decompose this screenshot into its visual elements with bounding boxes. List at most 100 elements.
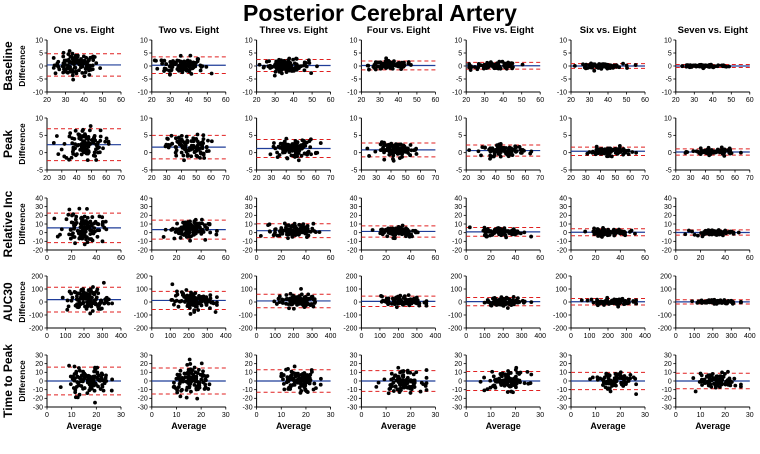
data-point	[406, 61, 411, 66]
x-tick-label: 0	[674, 333, 678, 340]
data-point	[319, 376, 323, 381]
data-point	[723, 382, 728, 387]
data-point	[204, 64, 209, 69]
y-tick-label: 10	[559, 221, 567, 228]
y-tick-label: 30	[350, 352, 358, 359]
data-point	[409, 148, 414, 153]
data-point	[65, 298, 70, 303]
data-point	[720, 375, 725, 379]
x-tick-label: 40	[80, 97, 88, 104]
data-point	[634, 392, 639, 396]
y-tick-label: 0	[353, 150, 357, 157]
data-point	[87, 382, 92, 387]
y-tick-label: -10	[662, 239, 672, 246]
data-point	[208, 230, 213, 235]
x-tick-label: 300	[306, 333, 318, 340]
y-tick-label: 5	[563, 50, 567, 57]
data-point	[284, 297, 289, 302]
data-point	[394, 62, 398, 67]
data-point	[511, 295, 516, 299]
data-point	[303, 295, 308, 299]
data-point	[97, 373, 101, 378]
x-tick-label: 100	[164, 333, 176, 340]
data-point	[592, 68, 597, 73]
x-tick-label: 10	[68, 412, 76, 419]
data-point	[82, 74, 87, 79]
x-tick-label: 60	[641, 255, 649, 262]
data-point	[204, 302, 209, 307]
data-point	[373, 149, 378, 154]
x-tick-label: 10	[487, 412, 495, 419]
data-point	[317, 230, 322, 235]
data-point	[88, 141, 93, 146]
data-point	[95, 221, 100, 226]
data-point	[423, 384, 428, 388]
data-point	[403, 301, 408, 306]
x-tick-label: 20	[358, 97, 366, 104]
data-point	[100, 384, 105, 389]
data-point	[166, 145, 171, 150]
x-tick-label: 50	[402, 175, 410, 182]
y-tick-label: -100	[553, 312, 567, 319]
data-point	[214, 232, 219, 237]
data-point	[299, 382, 303, 387]
data-point	[291, 144, 296, 148]
data-point	[303, 225, 308, 230]
panel: -5 0 5 10 20 30 40 50 60 70	[35, 115, 125, 182]
data-point	[732, 376, 737, 381]
data-point	[96, 150, 100, 155]
x-tick-label: 60	[327, 97, 335, 104]
data-point	[689, 65, 694, 69]
data-point	[600, 151, 605, 155]
data-point	[475, 67, 480, 72]
data-point	[185, 370, 190, 375]
y-tick-label: -100	[239, 312, 253, 319]
data-point	[620, 148, 624, 153]
data-point	[529, 372, 534, 377]
data-point	[302, 151, 307, 156]
data-point	[199, 377, 204, 382]
data-point	[77, 206, 82, 211]
data-point	[87, 237, 92, 241]
y-tick-label: 30	[454, 204, 462, 211]
data-point	[103, 139, 108, 144]
y-tick-label: 0	[144, 299, 148, 306]
data-point	[55, 234, 60, 239]
data-point	[505, 306, 510, 310]
data-point	[193, 225, 198, 230]
data-point	[626, 297, 631, 302]
data-point	[378, 142, 383, 147]
data-point	[378, 66, 383, 71]
data-point	[68, 227, 73, 232]
data-point	[467, 225, 472, 230]
y-tick-label: 10	[140, 370, 148, 377]
data-point	[374, 385, 379, 389]
y-tick-label: 20	[245, 213, 253, 220]
data-point	[604, 371, 609, 376]
x-tick-label: 0	[255, 255, 259, 262]
y-tick-label: 40	[559, 195, 567, 202]
y-tick-label: -10	[33, 89, 43, 96]
data-point	[84, 219, 88, 223]
data-point	[727, 64, 731, 69]
data-point	[402, 294, 407, 299]
y-tick-label: 10	[350, 221, 358, 228]
data-point	[206, 149, 211, 153]
x-tick-label: 50	[413, 97, 421, 104]
data-point	[619, 376, 624, 380]
data-point	[67, 207, 72, 212]
y-tick-label: 5	[353, 50, 357, 57]
data-point	[187, 69, 192, 74]
data-point	[289, 63, 294, 68]
data-point	[163, 144, 168, 149]
data-point	[90, 63, 95, 68]
data-point	[721, 233, 725, 238]
data-point	[309, 71, 314, 76]
data-point	[502, 226, 507, 231]
data-point	[79, 144, 84, 149]
data-point	[73, 395, 78, 400]
data-point	[491, 374, 496, 379]
data-point	[95, 146, 100, 151]
data-point	[690, 229, 694, 234]
